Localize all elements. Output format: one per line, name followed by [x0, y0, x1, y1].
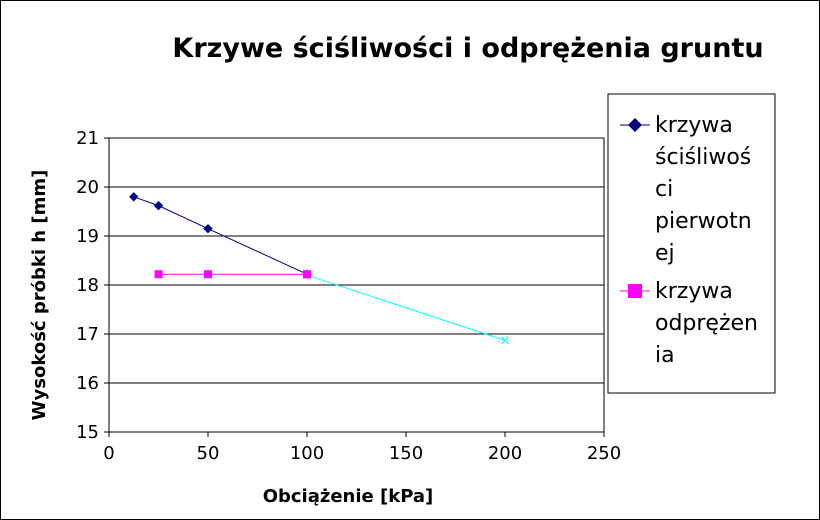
legend-label-line: ci — [655, 177, 673, 202]
x-axis-ticks: 0 50 100 150 200 250 — [103, 432, 621, 464]
series-2-point — [501, 336, 509, 345]
series-0-line — [133, 196, 308, 275]
legend-label-line: krzywa — [655, 279, 733, 304]
y-axis-title: Wysokość próbki h [mm] — [29, 170, 50, 421]
legend-swatch-marker — [628, 118, 642, 132]
x-tick-label: 250 — [587, 443, 621, 464]
x-tick-label: 0 — [103, 443, 114, 464]
y-tick-label: 19 — [76, 226, 99, 247]
series-1-point — [154, 270, 163, 279]
x-tick-label: 200 — [488, 443, 522, 464]
y-tick-label: 21 — [76, 128, 99, 149]
series-1-point — [204, 270, 212, 279]
x-tick-label: 150 — [389, 443, 423, 464]
x-tick-label: 50 — [197, 443, 220, 464]
legend-item-1: krzywa odprężen ia — [620, 279, 758, 368]
x-tick-label: 100 — [290, 443, 324, 464]
legend-label-line: ia — [655, 343, 675, 368]
legend-label-line: krzywa — [655, 113, 733, 138]
legend-label: krzywa ściśliwoś ci pierwotn ej — [655, 113, 752, 266]
legend-item-0: krzywa ściśliwoś ci pierwotn ej — [620, 113, 752, 266]
legend-label-line: ściśliwoś — [655, 145, 751, 170]
y-tick-label: 16 — [76, 373, 99, 394]
y-tick-label: 17 — [76, 324, 99, 345]
gridlines — [109, 137, 604, 433]
y-tick-label: 20 — [76, 177, 99, 198]
x-axis-title: Obciążenie [kPa] — [263, 486, 434, 507]
chart-title: Krzywe ściśliwości i odprężenia gruntu — [172, 33, 763, 64]
series-2 — [303, 271, 509, 345]
y-tick-label: 15 — [76, 422, 99, 443]
series-1 — [154, 270, 311, 279]
legend-items: krzywa ściśliwoś ci pierwotn ej krzywa odpręże… — [620, 113, 758, 368]
series-0-point — [203, 223, 213, 234]
series-0-point — [153, 200, 164, 211]
y-tick-label: 18 — [76, 275, 99, 296]
legend-label-line: pierwotn — [655, 209, 752, 234]
legend-label: krzywa odprężen ia — [655, 279, 758, 368]
legend-label-line: odprężen — [655, 311, 758, 336]
series-2-point-stroke-b — [501, 336, 509, 345]
legend-swatch-marker — [628, 284, 642, 298]
y-axis-ticks: 15 16 17 18 19 20 21 — [76, 128, 109, 443]
legend-box — [607, 93, 776, 394]
series-layer — [129, 192, 509, 345]
series-1-point — [303, 270, 311, 279]
series-2-line — [306, 274, 506, 341]
series-0-point — [129, 192, 139, 202]
legend-label-line: ej — [655, 241, 675, 266]
